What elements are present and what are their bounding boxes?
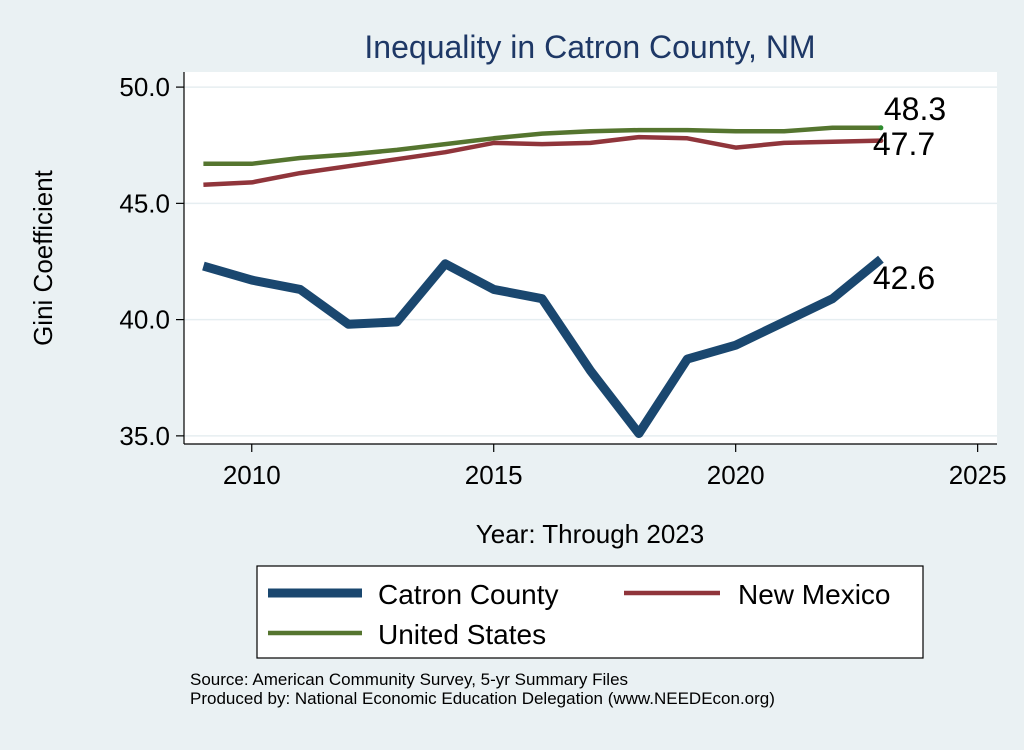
legend-label-united-states: United States (378, 619, 546, 650)
x-tick-label: 2025 (949, 460, 1007, 490)
series-line-united-states (203, 125, 881, 167)
y-tick-label: 45.0 (119, 188, 170, 218)
legend-label-new-mexico: New Mexico (738, 579, 890, 610)
end-label-united-states: 48.3 (884, 91, 946, 127)
producer-line: Produced by: National Economic Education… (190, 689, 775, 708)
plot-area (184, 72, 997, 444)
series-line-catron-county (202, 255, 884, 438)
end-labels: 42.6 47.748.3 (873, 91, 946, 296)
series-layer (202, 125, 884, 438)
legend: Catron County New Mexico United States (256, 565, 924, 659)
source-note: Source: American Community Survey, 5-yr … (190, 670, 775, 708)
y-tick-label: 50.0 (119, 72, 170, 102)
end-label-catron-county: 42.6 (873, 260, 935, 296)
chart-title: Inequality in Catron County, NM (364, 29, 815, 65)
axes: 35.0 40.0 45.0 50.0 2010 2015 2020 2025 (119, 72, 1007, 490)
legend-box (256, 565, 924, 659)
x-tick-label: 2010 (223, 460, 281, 490)
x-axis-title: Year: Through 2023 (476, 519, 704, 549)
end-marker-united-states (878, 125, 884, 131)
x-tick-label: 2015 (465, 460, 523, 490)
legend-label-catron-county: Catron County (378, 579, 559, 610)
end-label-new-mexico: 47.7 (873, 126, 935, 162)
series-line-new-mexico (203, 134, 881, 188)
x-tick-label: 2020 (707, 460, 765, 490)
grid-lines (184, 86, 997, 437)
end-marker-new-mexico (878, 138, 884, 144)
y-axis-title: Gini Coefficient (28, 169, 58, 346)
y-tick-label: 40.0 (119, 305, 170, 335)
source-line: Source: American Community Survey, 5-yr … (190, 670, 629, 689)
y-tick-label: 35.0 (119, 421, 170, 451)
